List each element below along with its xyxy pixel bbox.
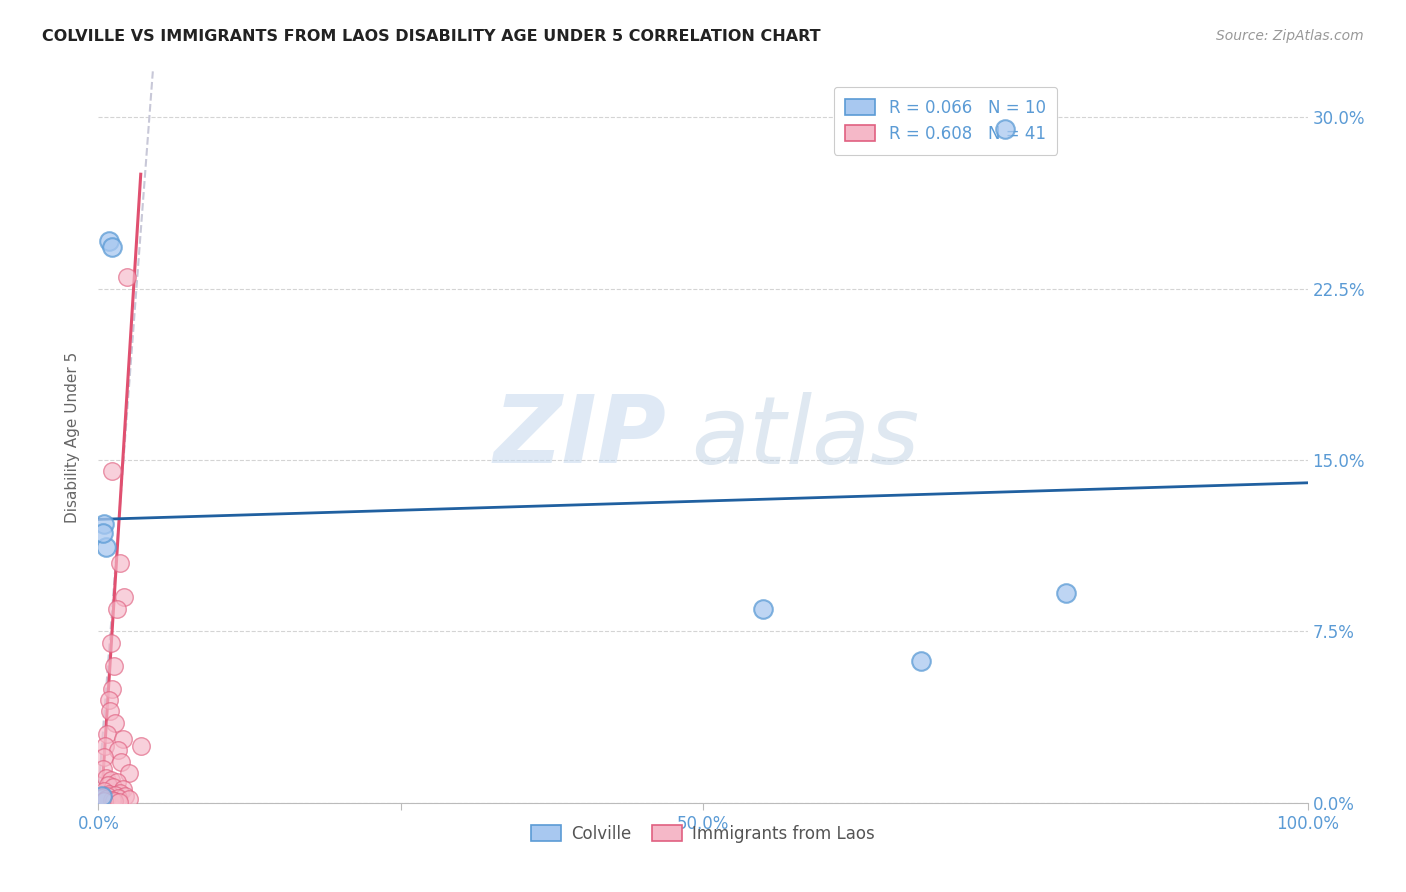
- Legend: Colville, Immigrants from Laos: Colville, Immigrants from Laos: [524, 818, 882, 849]
- Point: [94, 792, 117, 806]
- Point: [91, 789, 114, 803]
- Text: ZIP: ZIP: [494, 391, 666, 483]
- Point: [98, 234, 121, 248]
- Point: [93, 784, 115, 798]
- Point: [96, 789, 118, 803]
- Point: [129, 739, 152, 753]
- Point: [118, 791, 141, 805]
- Point: [910, 654, 932, 668]
- Point: [105, 775, 128, 789]
- Point: [94, 739, 117, 753]
- Point: [104, 715, 127, 730]
- Point: [118, 766, 141, 780]
- Point: [91, 526, 114, 541]
- Text: atlas: atlas: [690, 392, 920, 483]
- Point: [107, 790, 129, 805]
- Point: [114, 789, 136, 804]
- Point: [752, 601, 775, 615]
- Point: [91, 791, 114, 805]
- Point: [103, 658, 125, 673]
- Point: [96, 771, 118, 785]
- Point: [100, 636, 122, 650]
- Point: [117, 270, 139, 285]
- Point: [111, 731, 134, 746]
- Point: [107, 743, 129, 757]
- Text: COLVILLE VS IMMIGRANTS FROM LAOS DISABILITY AGE UNDER 5 CORRELATION CHART: COLVILLE VS IMMIGRANTS FROM LAOS DISABIL…: [42, 29, 821, 44]
- Point: [1054, 585, 1077, 599]
- Point: [93, 750, 115, 764]
- Point: [112, 590, 135, 604]
- Point: [93, 794, 115, 808]
- Point: [96, 727, 118, 741]
- Point: [98, 787, 121, 801]
- Point: [100, 772, 122, 787]
- Point: [994, 121, 1017, 136]
- Point: [108, 556, 131, 570]
- Point: [111, 782, 134, 797]
- Point: [100, 793, 122, 807]
- Point: [105, 601, 128, 615]
- Point: [108, 795, 131, 809]
- Y-axis label: Disability Age Under 5: Disability Age Under 5: [65, 351, 80, 523]
- Point: [110, 755, 132, 769]
- Point: [104, 788, 127, 802]
- Point: [101, 780, 124, 794]
- Point: [97, 693, 120, 707]
- Point: [93, 516, 115, 531]
- Point: [100, 681, 122, 696]
- Text: Source: ZipAtlas.com: Source: ZipAtlas.com: [1216, 29, 1364, 43]
- Point: [100, 240, 122, 254]
- Point: [98, 705, 121, 719]
- Point: [100, 464, 122, 478]
- Point: [97, 778, 120, 792]
- Point: [91, 790, 114, 805]
- Point: [91, 762, 114, 776]
- Point: [108, 785, 131, 799]
- Point: [103, 793, 125, 807]
- Point: [94, 540, 117, 554]
